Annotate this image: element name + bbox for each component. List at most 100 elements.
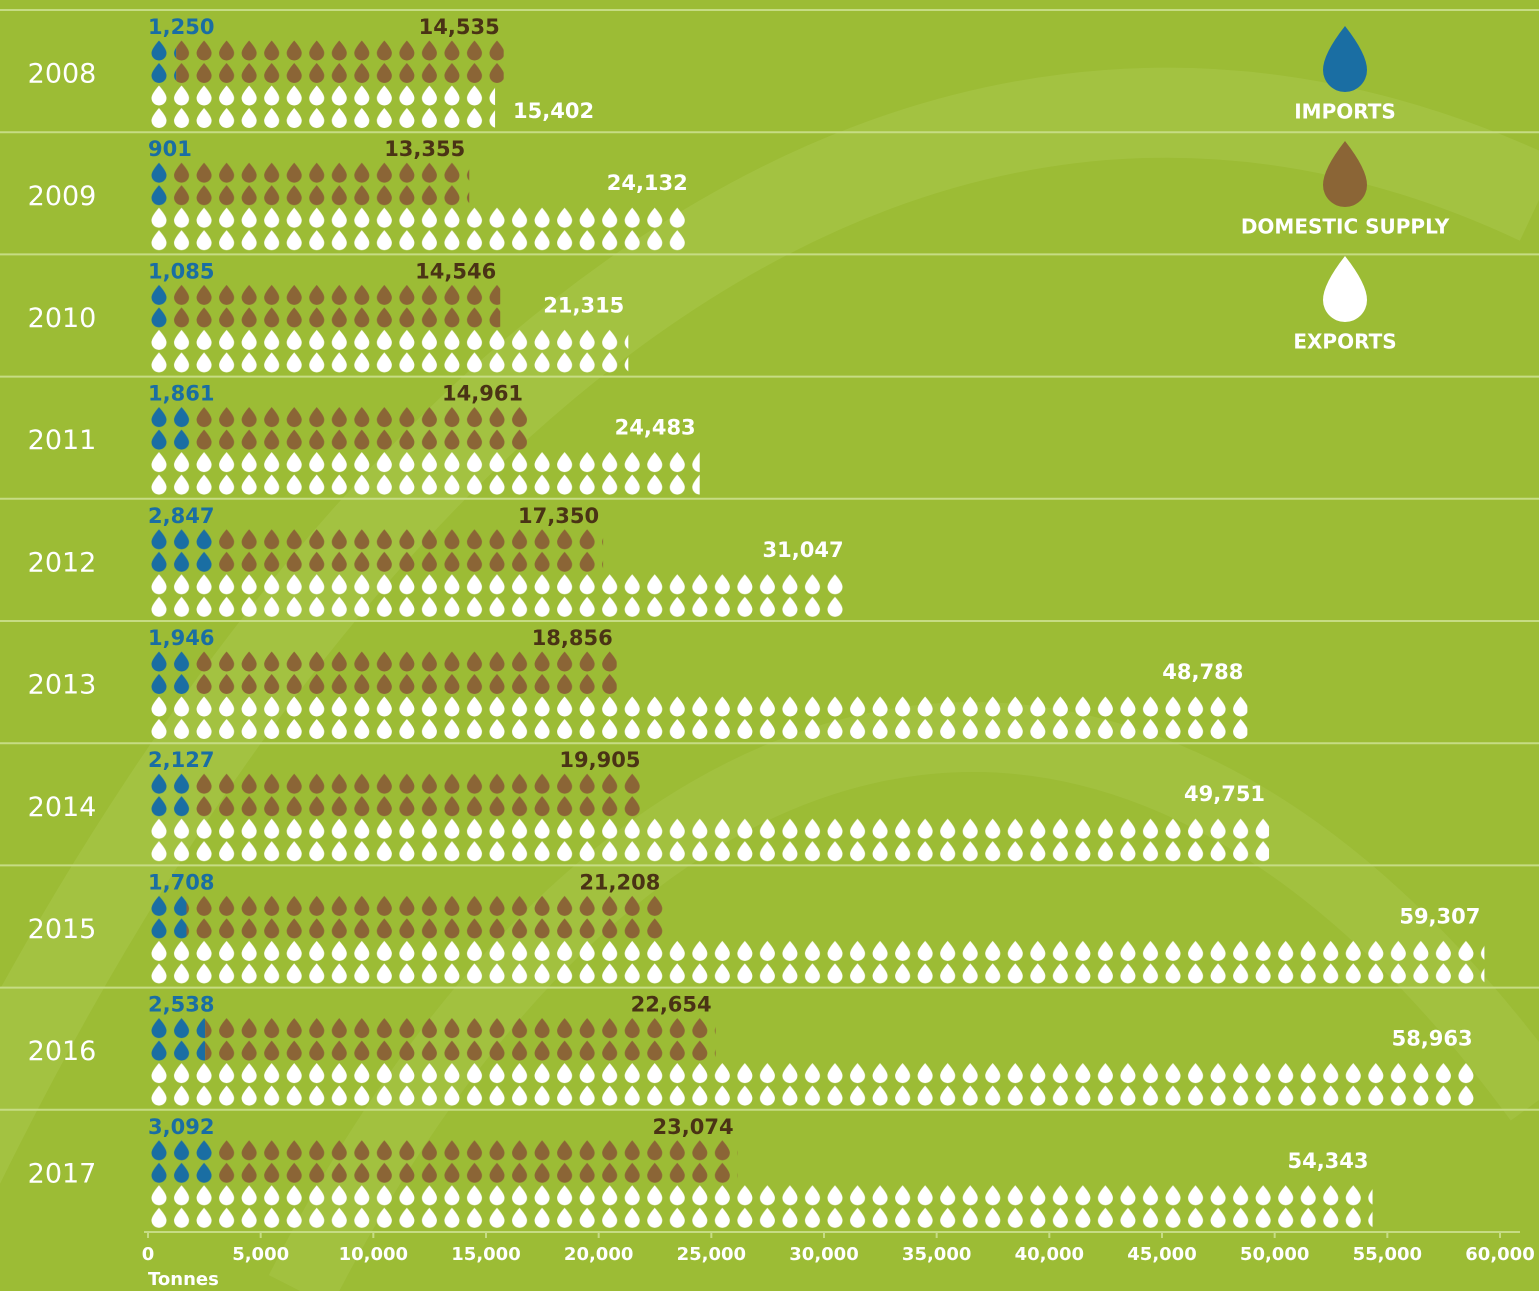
x-tick-label: 60,000 bbox=[1465, 1244, 1534, 1265]
exports-bar bbox=[148, 695, 1248, 740]
value-label: 14,546 bbox=[415, 259, 496, 283]
x-tick-label: 15,000 bbox=[451, 1244, 520, 1265]
value-label: 901 bbox=[148, 137, 192, 161]
legend-swatch bbox=[1323, 141, 1367, 207]
value-label: 24,132 bbox=[607, 171, 688, 195]
value-label: 1,946 bbox=[148, 626, 214, 650]
legend-label: IMPORTS bbox=[1294, 100, 1396, 124]
imports-bar bbox=[148, 772, 196, 818]
imports-bar bbox=[148, 161, 169, 207]
imports-bar bbox=[148, 283, 173, 329]
y-tick-label: 2012 bbox=[28, 547, 97, 578]
value-label: 18,856 bbox=[532, 626, 613, 650]
year-group: 2011 1,861 14,961 24,483 bbox=[28, 382, 700, 496]
x-axis-label: Tonnes bbox=[148, 1269, 219, 1290]
exports-bar bbox=[148, 1183, 1373, 1229]
exports-bar bbox=[148, 206, 692, 252]
x-tick-label: 50,000 bbox=[1240, 1244, 1309, 1265]
y-tick-label: 2015 bbox=[28, 914, 97, 945]
exports-bar bbox=[148, 572, 848, 618]
year-group: 2009 901 13,355 24,132 bbox=[28, 137, 692, 252]
y-tick-label: 2009 bbox=[28, 181, 97, 212]
imports-bar bbox=[148, 527, 213, 573]
imports-bar bbox=[148, 650, 192, 695]
domestic-bar bbox=[168, 161, 470, 207]
value-label: 2,538 bbox=[148, 993, 214, 1017]
exports-bar bbox=[148, 1061, 1477, 1107]
value-label: 1,085 bbox=[148, 259, 214, 283]
domestic-bar bbox=[195, 772, 645, 818]
value-label: 1,250 bbox=[148, 15, 214, 39]
y-tick-label: 2016 bbox=[28, 1036, 97, 1067]
x-tick-label: 30,000 bbox=[789, 1244, 858, 1265]
value-label: 22,654 bbox=[631, 993, 712, 1017]
value-label: 13,355 bbox=[384, 137, 465, 161]
value-label: 2,847 bbox=[148, 504, 214, 528]
x-tick-label: 10,000 bbox=[339, 1244, 408, 1265]
domestic-bar bbox=[176, 39, 504, 84]
domestic-bar bbox=[186, 894, 665, 940]
year-group: 2016 2,538 22,654 58,963 bbox=[28, 993, 1477, 1107]
value-label: 59,307 bbox=[1399, 904, 1480, 928]
value-label: 15,402 bbox=[513, 99, 594, 123]
imports-bar bbox=[148, 1138, 218, 1184]
year-group: 2015 1,708 21,208 59,307 bbox=[28, 870, 1485, 985]
year-group: 2012 2,847 17,350 31,047 bbox=[28, 504, 848, 618]
value-label: 3,092 bbox=[148, 1115, 214, 1139]
x-tick-label: 20,000 bbox=[564, 1244, 633, 1265]
value-label: 17,350 bbox=[518, 504, 599, 528]
value-label: 2,127 bbox=[148, 748, 214, 772]
value-label: 19,905 bbox=[559, 748, 640, 772]
value-label: 1,861 bbox=[148, 382, 214, 406]
x-tick-label: 40,000 bbox=[1015, 1244, 1084, 1265]
exports-bar bbox=[148, 939, 1485, 985]
exports-bar bbox=[148, 84, 496, 129]
decoration bbox=[0, 67, 1539, 1185]
x-tick-label: 0 bbox=[142, 1244, 155, 1265]
year-group: 2017 3,092 23,074 54,343 bbox=[28, 1115, 1373, 1229]
x-tick-label: 25,000 bbox=[677, 1244, 746, 1265]
domestic-bar bbox=[217, 1138, 738, 1184]
value-label: 31,047 bbox=[763, 538, 844, 562]
imports-bar bbox=[148, 39, 177, 84]
exports-bar bbox=[148, 328, 629, 374]
x-tick-label: 45,000 bbox=[1127, 1244, 1196, 1265]
y-tick-label: 2008 bbox=[28, 59, 97, 90]
value-label: 1,708 bbox=[148, 870, 214, 894]
domestic-bar bbox=[205, 1016, 716, 1062]
value-label: 24,483 bbox=[615, 416, 696, 440]
value-label: 49,751 bbox=[1184, 782, 1265, 806]
domestic-bar bbox=[189, 405, 528, 451]
legend-swatch bbox=[1323, 256, 1367, 322]
domestic-bar bbox=[172, 283, 501, 329]
value-label: 21,315 bbox=[543, 293, 624, 317]
legend-label: DOMESTIC SUPPLY bbox=[1241, 215, 1450, 239]
value-label: 14,535 bbox=[419, 15, 500, 39]
year-group: 2014 2,127 19,905 49,751 bbox=[28, 748, 1270, 863]
exports-bar bbox=[148, 817, 1270, 863]
legend-swatch bbox=[1323, 26, 1367, 92]
y-tick-label: 2010 bbox=[28, 303, 97, 334]
y-tick-label: 2013 bbox=[28, 670, 97, 701]
legend-label: EXPORTS bbox=[1293, 330, 1396, 354]
value-label: 21,208 bbox=[579, 870, 660, 894]
y-tick-label: 2014 bbox=[28, 792, 97, 823]
domestic-bar bbox=[191, 650, 617, 695]
value-label: 23,074 bbox=[653, 1115, 734, 1139]
imports-bar bbox=[148, 894, 187, 940]
y-tick-label: 2017 bbox=[28, 1158, 97, 1189]
value-label: 14,961 bbox=[442, 382, 523, 406]
x-tick-label: 55,000 bbox=[1353, 1244, 1422, 1265]
exports-bar bbox=[148, 450, 700, 496]
y-tick-label: 2011 bbox=[28, 425, 97, 456]
imports-bar bbox=[148, 405, 190, 451]
x-tick-label: 35,000 bbox=[902, 1244, 971, 1265]
year-group: 2010 1,085 14,546 21,315 bbox=[28, 259, 629, 374]
year-group: 2008 1,250 14,535 15,402 bbox=[28, 15, 594, 129]
domestic-bar bbox=[212, 527, 604, 573]
value-label: 54,343 bbox=[1287, 1149, 1368, 1173]
value-label: 48,788 bbox=[1162, 660, 1243, 684]
value-label: 58,963 bbox=[1392, 1027, 1473, 1051]
imports-bar bbox=[148, 1016, 206, 1062]
